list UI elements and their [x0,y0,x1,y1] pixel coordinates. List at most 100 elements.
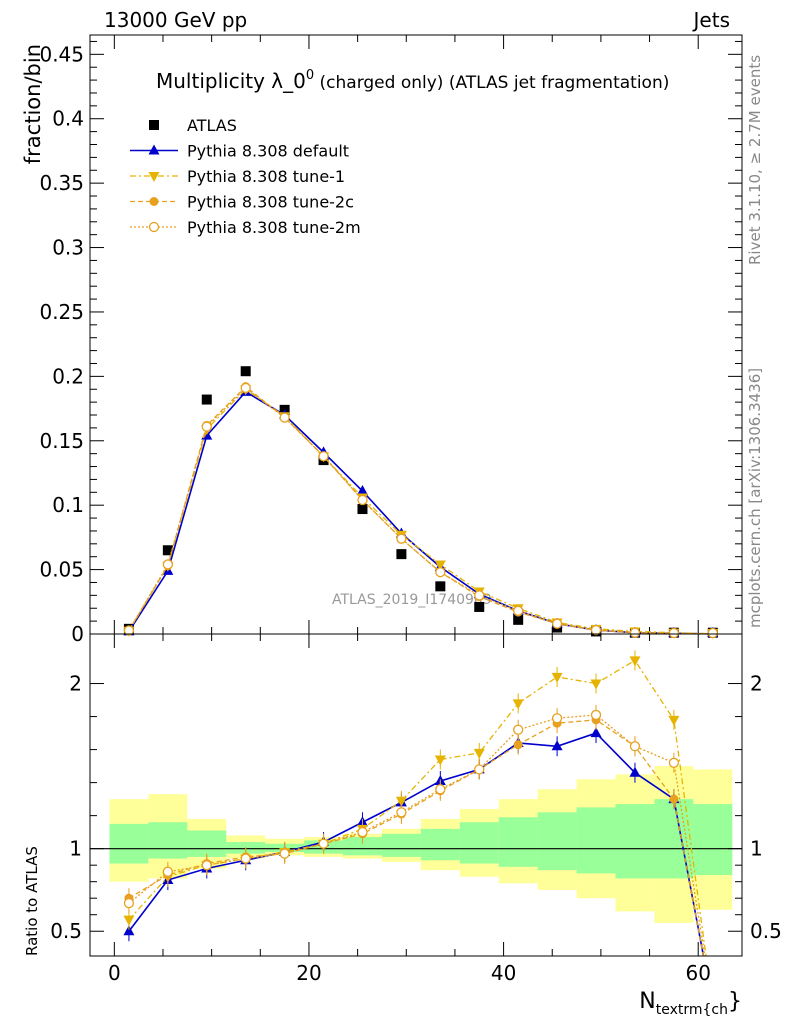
point-atlas [201,394,212,405]
ratio-point-tune1 [629,656,641,667]
legend-label: ATLAS [187,116,237,135]
uncertainty-band-inner [343,837,382,856]
uncertainty-band-inner [537,812,577,871]
uncertainty-band-inner [109,823,149,864]
y-tick-label-bottom-right: 1 [750,837,763,861]
ratio-point-tune1 [512,699,524,710]
legend-item-default: Pythia 8.308 default [130,142,349,161]
ratio-point-tune1 [395,796,407,807]
point-tune2m [396,533,407,544]
x-tick-label: 40 [491,961,516,985]
ratio-point-default [123,925,135,936]
point-tune2m [551,618,563,629]
y-tick-label-top: 0.3 [52,236,84,260]
y-tick-label-bottom-right: 2 [750,672,763,696]
rivet-label: Rivet 3.1.10, ≥ 2.7M events [746,55,764,265]
ratio-point-tune1 [590,679,602,690]
ratio-point-tune2m [474,764,485,775]
point-tune2m [279,412,290,423]
point-tune2m [162,559,174,570]
ratio-point-default [590,727,602,738]
y-tick-label-top: 0 [71,622,84,646]
y-tick-label-top: 0.45 [39,42,84,66]
ratio-point-tune1 [123,915,135,926]
y-tick-label-top: 0.15 [39,429,84,453]
ratio-line-tune2m [128,714,706,956]
point-atlas [240,366,251,377]
point-tune2m [240,382,251,394]
legend-item-atlas: ATLAS [149,116,237,135]
point-tune2m [707,627,718,639]
uncertainty-band-inner [654,799,694,879]
y-tick-label-bottom: 2 [69,672,82,696]
ratio-point-tune1 [668,715,680,726]
x-tick-label: 20 [296,961,321,985]
y-tick-label-top: 0.1 [52,493,84,517]
point-tune2m [629,627,641,638]
uncertainty-band-inner [576,807,616,874]
ratio-point-tune2m [162,866,174,877]
legend-marker [148,172,160,182]
ratio-panel: 0.5 0.51 12 20 20 40 60 [50,633,782,985]
x-axis-label: Ntextrm{ch} [639,989,742,1018]
y-tick-label-bottom: 1 [69,837,82,861]
series-line-tune2m [128,387,713,635]
ratio-point-tune2c [513,740,523,750]
series-line-tune2c [128,385,713,635]
legend-item-tune2c: Pythia 8.308 tune-2c [130,193,354,212]
ratio-point-tune2c [669,794,679,804]
point-atlas [396,549,407,560]
uncertainty-band-inner [381,833,421,857]
ratio-point-tune2m [357,827,368,838]
point-atlas [474,601,485,612]
ratio-line-tune1 [128,659,707,956]
analysis-watermark: ATLAS_2019_I1740909 [332,592,492,608]
y-tick-label-top: 0.2 [52,364,84,388]
ratio-line-tune2c [128,719,705,956]
point-default [356,485,368,496]
ratio-point-tune2m [590,709,602,721]
point-tune2m [357,494,368,506]
point-atlas [357,504,368,515]
ratio-point-tune1 [551,672,563,683]
y-axis-label-bottom: Ratio to ATLAS [23,846,41,956]
ratio-point-tune2m [668,757,680,768]
legend-label: Pythia 8.308 tune-2c [187,193,354,212]
ratio-point-tune2m [629,741,641,752]
y-tick-label-top: 0.05 [39,558,84,582]
uncertainty-band-inner [615,804,655,879]
mcplots-label: mcplots.cern.ch [arXiv:1306.3436] [746,368,764,628]
ratio-point-tune2m [240,853,251,864]
uncertainty-band-inner [459,822,499,864]
point-tune2m [123,625,135,636]
point-tune2m [590,624,602,636]
ratio-point-tune2m [435,784,446,795]
point-tune2m [201,421,212,432]
point-tune2m [318,451,329,462]
ratio-point-tune2m [551,713,563,724]
legend-label: Pythia 8.308 tune-1 [187,167,345,186]
legend: ATLAS Pythia 8.308 default Pythia 8.308 tu… [130,116,361,237]
ratio-point-tune2m [123,898,135,909]
point-tune2m [474,590,485,601]
ratio-point-tune2m [513,724,524,735]
uncertainty-band-inner [498,817,538,867]
header-left: 13000 GeV pp [104,8,247,32]
y-tick-label-top: 0.4 [52,107,84,131]
ratio-frame [89,633,743,957]
uncertainty-band-inner [420,828,460,861]
uncertainty-band-inner [693,804,733,876]
point-atlas [513,614,524,625]
legend-item-tune2m: Pythia 8.308 tune-2m [130,218,361,237]
legend-label: Pythia 8.308 tune-2m [187,218,361,237]
y-tick-label-bottom: 0.5 [50,919,82,943]
ratio-point-tune2m [318,838,329,849]
x-tick-label: 0 [108,961,121,985]
point-tune2m [435,567,446,578]
ratio-line-default [128,732,705,956]
point-tune1 [434,560,446,571]
legend-marker [148,144,160,155]
legend-marker [148,221,160,233]
legend-marker [149,120,159,130]
